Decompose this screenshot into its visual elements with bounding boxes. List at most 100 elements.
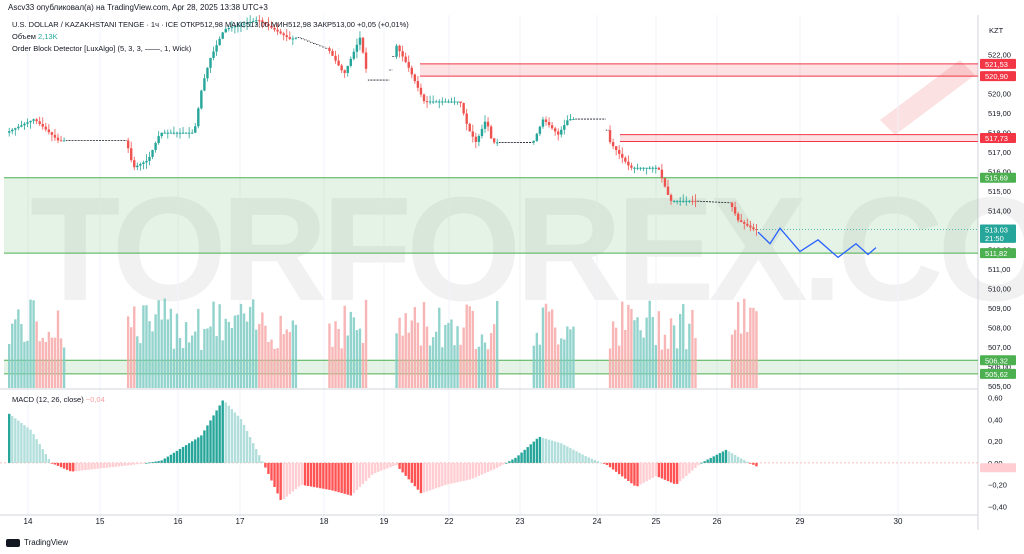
macd-bar	[38, 444, 41, 463]
macd-bar	[282, 462, 285, 500]
macd-bar	[575, 451, 578, 463]
macd-bar	[108, 462, 112, 468]
macd-bar	[477, 462, 481, 476]
price-tag-bg	[980, 172, 1016, 183]
volume-bar	[422, 302, 426, 388]
macd-bar	[553, 441, 557, 463]
candle-body	[364, 52, 368, 69]
macd-bar	[468, 462, 471, 480]
candle-body	[355, 44, 359, 52]
macd-bar	[334, 462, 337, 492]
candle-body	[361, 37, 365, 53]
candle-body	[621, 153, 624, 158]
candle-body	[233, 26, 237, 28]
volume-bar	[532, 345, 535, 388]
volume-legend[interactable]: Объем 2,13K	[12, 32, 58, 41]
candle-body	[172, 132, 176, 134]
macd-bar	[642, 462, 645, 483]
candle-body	[474, 136, 478, 142]
macd-bar	[529, 444, 532, 463]
macd-bar	[395, 462, 398, 466]
candle-body	[614, 146, 618, 151]
projection-layer	[757, 227, 877, 259]
volume-bar	[239, 303, 243, 388]
candle-body	[270, 25, 273, 28]
macd-bar	[209, 420, 212, 463]
price-tick-label: 519,00	[988, 109, 1011, 118]
macd-bar	[200, 435, 203, 463]
candle-body	[163, 132, 166, 134]
macd-bar	[654, 462, 657, 477]
candle-body	[334, 55, 337, 61]
macd-bar	[517, 455, 520, 463]
macd-bar	[126, 462, 130, 466]
macd-bar	[499, 462, 502, 467]
candle-body	[44, 126, 47, 130]
candle-body	[438, 101, 441, 103]
macd-bar	[447, 462, 450, 485]
currency-label[interactable]: KZT	[989, 26, 1004, 35]
candle-body	[547, 122, 551, 126]
candle-body	[187, 132, 191, 134]
price-tag-bg	[980, 232, 1016, 243]
macd-bar	[245, 430, 249, 463]
volume-bar	[53, 337, 57, 388]
volume-bar	[355, 330, 359, 388]
volume-bar	[334, 321, 337, 388]
candle-body	[279, 31, 282, 34]
price-tick-label: 505,00	[988, 382, 1011, 391]
macd-bar	[23, 425, 26, 463]
candle-body	[175, 132, 179, 134]
order-block-bull	[4, 177, 978, 254]
macd-bar	[215, 410, 218, 463]
candle-body	[261, 20, 264, 23]
price-tag-bg	[980, 368, 1016, 379]
watermark-text: TORFOREX.COM	[30, 167, 1024, 332]
candle-body	[358, 37, 362, 45]
macd-bar	[749, 462, 752, 464]
macd-bar	[416, 462, 420, 490]
macd-bar	[669, 462, 673, 483]
macd-bar	[285, 462, 288, 497]
volume-bar	[663, 334, 667, 388]
volume-bar	[535, 332, 539, 388]
volume-bar	[736, 302, 740, 388]
candle-body	[291, 38, 295, 40]
tradingview-footer[interactable]: TradingView	[6, 538, 68, 547]
candle-body	[282, 33, 285, 36]
macd-bar	[56, 462, 60, 466]
indicator-legend[interactable]: Order Block Detector [LuxAlgo] (5, 3, 3,…	[12, 44, 192, 53]
candle-body	[11, 129, 14, 132]
macd-bar	[639, 462, 642, 485]
volume-bar	[233, 315, 237, 388]
volume-bar	[560, 338, 563, 388]
macd-tick-label: 0,20	[988, 437, 1003, 446]
volume-bar	[474, 348, 478, 388]
candle-body	[169, 132, 173, 134]
macd-legend[interactable]: MACD (12, 26, close) −0,04	[12, 395, 105, 404]
macd-bar	[703, 461, 706, 463]
macd-bar	[319, 462, 322, 489]
macd-bar	[340, 462, 343, 494]
volume-bar	[157, 300, 160, 388]
candle-body	[730, 202, 734, 207]
macd-bar	[386, 462, 389, 469]
volume-bar	[294, 324, 298, 388]
candle-body	[468, 123, 471, 132]
macd-bar	[313, 462, 316, 488]
time-tick-label: 23	[516, 517, 525, 526]
volume-bar	[331, 346, 334, 388]
macd-bar	[328, 462, 331, 490]
macd-bar	[62, 462, 66, 469]
candle-body	[746, 223, 749, 226]
price-tick-label: 509,00	[988, 304, 1011, 313]
candle-body	[203, 78, 206, 91]
candle-body	[669, 194, 673, 201]
volume-bar	[270, 339, 273, 388]
candle-body	[337, 60, 340, 66]
macd-bar	[194, 439, 197, 463]
macd-bar	[727, 451, 731, 463]
symbol-legend[interactable]: U.S. DOLLAR / KAZAKHSTANI TENGE · 1ч · I…	[12, 20, 409, 29]
volume-bar	[38, 341, 41, 388]
